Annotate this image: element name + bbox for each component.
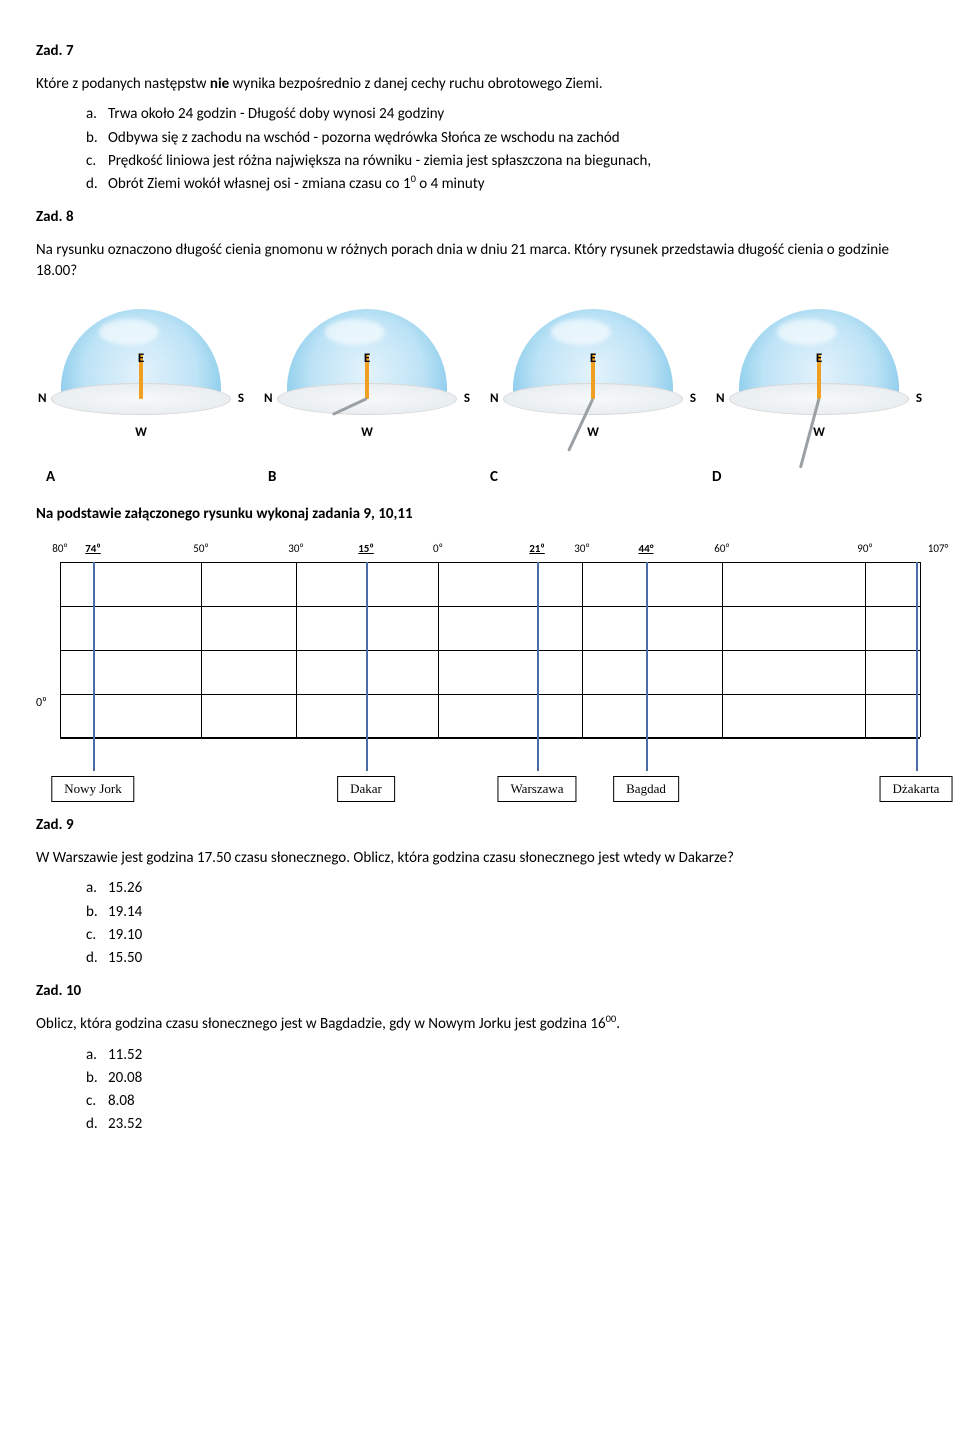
- lon-label: 60⁰: [714, 542, 729, 555]
- label-n: N: [264, 391, 273, 406]
- grid-hline: [60, 738, 920, 739]
- lon-label: 74⁰: [85, 542, 101, 555]
- zad7-intro-post: wynika bezpośrednio z danej cechy ruchu …: [229, 75, 602, 93]
- longitude-diagram: 80⁰74⁰50⁰30⁰15⁰0⁰21⁰30⁰44°60⁰90⁰107° 0⁰ …: [36, 542, 924, 802]
- zad7-intro: Które z podanych następstw nie wynika be…: [36, 74, 924, 94]
- lon-label: 44°: [639, 542, 654, 555]
- hemisphere-1: E N S W: [36, 303, 246, 458]
- zad7-title: Zad. 7: [36, 42, 924, 60]
- label-s: S: [690, 391, 696, 406]
- abcd-row: ABCD: [42, 468, 918, 486]
- zad7-opt-d: d.Obrót Ziemi wokół własnej osi - zmiana…: [86, 174, 924, 194]
- grid-hline: [60, 562, 920, 563]
- zad9-title: Zad. 9: [36, 816, 924, 834]
- grid-vline: [201, 562, 202, 737]
- zad9-opt-c: c.19.10: [86, 925, 924, 945]
- subheading-9-10-11: Na podstawie załączonego rysunku wykonaj…: [36, 504, 924, 524]
- city-meridian: [93, 562, 95, 771]
- label-e: E: [816, 351, 822, 366]
- grid-vline: [865, 562, 866, 737]
- lon-zero-left: 0⁰: [36, 696, 47, 710]
- choice-label: A: [42, 468, 252, 486]
- zad7-intro-pre: Które z podanych następstw: [36, 75, 210, 93]
- lon-label: 30⁰: [288, 542, 303, 555]
- label-e: E: [138, 351, 144, 366]
- city-label: Dżakarta: [880, 776, 953, 802]
- city-meridian: [537, 562, 539, 771]
- city-label: Nowy Jork: [51, 776, 134, 802]
- grid-vline: [296, 562, 297, 737]
- label-n: N: [716, 391, 725, 406]
- label-s: S: [916, 391, 922, 406]
- lon-label: 90⁰: [857, 542, 872, 555]
- label-e: E: [364, 351, 370, 366]
- hemisphere-2: E N S W: [262, 303, 472, 458]
- zad10-text: Oblicz, która godzina czasu słonecznego …: [36, 1014, 924, 1034]
- zad10-title: Zad. 10: [36, 982, 924, 1000]
- lon-label: 21⁰: [529, 542, 545, 555]
- city-label: Bagdad: [613, 776, 679, 802]
- lon-labels: 80⁰74⁰50⁰30⁰15⁰0⁰21⁰30⁰44°60⁰90⁰107°: [36, 542, 924, 556]
- zad9-text: W Warszawie jest godzina 17.50 czasu sło…: [36, 848, 924, 868]
- label-w: W: [587, 425, 599, 440]
- zad7-intro-bold: nie: [210, 75, 229, 93]
- lon-label: 107°: [928, 542, 948, 555]
- lon-grid: [60, 562, 920, 738]
- label-n: N: [490, 391, 499, 406]
- zad10-opt-a: a.11.52: [86, 1045, 924, 1065]
- zad9-opt-d: d.15.50: [86, 948, 924, 968]
- grid-vline: [60, 562, 61, 737]
- zad7-opt-c: c.Prędkość liniowa jest różna największa…: [86, 151, 924, 171]
- label-s: S: [238, 391, 244, 406]
- lon-label: 50⁰: [193, 542, 208, 555]
- lon-label: 15⁰: [358, 542, 374, 555]
- city-label: Warszawa: [497, 776, 576, 802]
- city-label: Dakar: [337, 776, 395, 802]
- zad10-opt-c: c.8.08: [86, 1091, 924, 1111]
- zad10-opt-b: b.20.08: [86, 1068, 924, 1088]
- choice-label: B: [264, 468, 474, 486]
- city-meridian: [366, 562, 368, 771]
- zad8-title: Zad. 8: [36, 208, 924, 226]
- choice-label: C: [486, 468, 696, 486]
- choice-label: D: [708, 468, 918, 486]
- hemisphere-row: E N S W E N S W E N S W E N S W: [36, 303, 924, 458]
- zad8-text: Na rysunku oznaczono długość cienia gnom…: [36, 240, 924, 281]
- lon-label: 30⁰: [574, 542, 589, 555]
- city-meridian: [916, 562, 918, 771]
- grid-vline: [582, 562, 583, 737]
- label-s: S: [464, 391, 470, 406]
- label-e: E: [590, 351, 596, 366]
- label-w: W: [813, 425, 825, 440]
- label-w: W: [361, 425, 373, 440]
- zad7-opt-b: b.Odbywa się z zachodu na wschód - pozor…: [86, 128, 924, 148]
- lon-label: 0⁰: [433, 542, 443, 555]
- lon-label: 80⁰: [52, 542, 67, 555]
- grid-hline: [60, 606, 920, 607]
- zad7-options: a.Trwa około 24 godzin - Długość doby wy…: [36, 104, 924, 194]
- zad10-options: a.11.52 b.20.08 c.8.08 d.23.52: [36, 1045, 924, 1135]
- hemisphere-4: E N S W: [714, 303, 924, 458]
- zad9-options: a.15.26 b.19.14 c.19.10 d.15.50: [36, 878, 924, 968]
- grid-hline: [60, 650, 920, 651]
- grid-vline: [920, 562, 921, 737]
- grid-hline: [60, 694, 920, 695]
- city-meridian: [646, 562, 648, 771]
- grid-vline: [722, 562, 723, 737]
- zad7-opt-a: a.Trwa około 24 godzin - Długość doby wy…: [86, 104, 924, 124]
- label-n: N: [38, 391, 47, 406]
- hemisphere-3: E N S W: [488, 303, 698, 458]
- grid-vline: [438, 562, 439, 737]
- label-w: W: [135, 425, 147, 440]
- zad9-opt-a: a.15.26: [86, 878, 924, 898]
- zad10-opt-d: d.23.52: [86, 1114, 924, 1134]
- zad9-opt-b: b.19.14: [86, 902, 924, 922]
